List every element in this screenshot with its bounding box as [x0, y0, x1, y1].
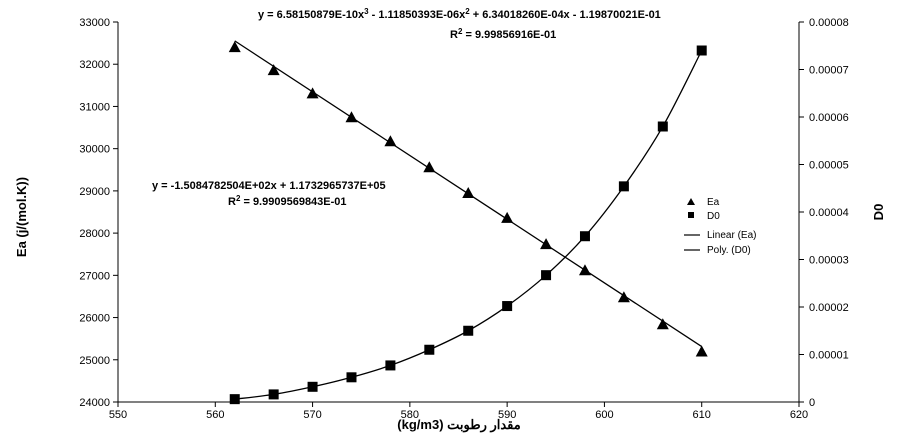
y-right-tick-label: 0.00007 [809, 65, 849, 77]
x-tick-label: 590 [498, 409, 516, 421]
d0-point [268, 389, 279, 400]
y-left-tick-label: 29000 [79, 186, 110, 198]
y-left-tick-label: 31000 [79, 101, 110, 113]
d0-point [541, 270, 552, 281]
x-tick-label: 610 [693, 409, 711, 421]
d0-point [463, 325, 474, 336]
d0-point [696, 45, 707, 56]
legend-label-ea: Ea [707, 197, 720, 208]
ea-point [306, 87, 319, 99]
x-tick-label: 550 [109, 409, 127, 421]
d0-point [618, 181, 629, 192]
x-tick-label: 600 [595, 409, 613, 421]
y-left-tick-label: 25000 [79, 355, 110, 367]
legend-square-icon [688, 212, 694, 218]
ea-point [656, 318, 669, 330]
y-left-tick-label: 24000 [79, 397, 110, 409]
y-right-tick-label: 0.00005 [809, 160, 849, 172]
y-axis-left-title: Ea (j/(mol.K)) [14, 177, 29, 257]
data-markers [228, 41, 708, 405]
ea-point [695, 345, 708, 357]
poly-r-squared: R2 = 9.99856916E-01 [450, 27, 556, 41]
y-right-tick-label: 0.00008 [809, 17, 849, 29]
ea-point [384, 135, 397, 147]
x-tick-label: 620 [790, 409, 808, 421]
y-left-tick-label: 28000 [79, 228, 110, 240]
trendlines [234, 40, 703, 400]
ea-point [540, 238, 553, 250]
x-tick-label: 580 [401, 409, 419, 421]
y-left-tick-label: 33000 [79, 17, 110, 29]
legend-triangle-icon [687, 198, 695, 205]
d0-point [229, 394, 240, 405]
y-right-tick-label: 0.00003 [809, 255, 849, 267]
trendline-poly-d0 [234, 50, 703, 400]
d0-point [657, 121, 668, 132]
ea-point [267, 64, 280, 76]
ea-point [345, 111, 358, 123]
ea-point [578, 264, 591, 276]
ea-point [501, 211, 514, 223]
d0-point [307, 381, 318, 392]
d0-point [579, 231, 590, 242]
y-axis-right-title: D0 [871, 204, 886, 221]
x-tick-label: 570 [303, 409, 321, 421]
legend-label-d0: D0 [707, 211, 720, 222]
legend-label-poly: Poly. (D0) [707, 245, 751, 256]
y-right-tick-label: 0.00002 [809, 302, 849, 314]
linear-r-squared: R2 = 9.9909569843E-01 [228, 194, 347, 208]
ea-point [617, 291, 630, 303]
poly-equation: y = 6.58150879E-10x3 - 1.11850393E-06x2 … [258, 7, 661, 21]
y-right-tick-label: 0.00006 [809, 112, 849, 124]
y-left-tick-label: 30000 [79, 144, 110, 156]
axis-ticks: 550 560 570 580 590 600 610 620 24000 25000 26000 2… [79, 17, 848, 421]
d0-point [502, 301, 513, 312]
ea-point [423, 161, 436, 173]
d0-point [385, 360, 396, 371]
linear-equation: y = -1.5084782504E+02x + 1.1732965737E+0… [152, 180, 386, 192]
d0-point [424, 344, 435, 355]
y-left-tick-label: 32000 [79, 59, 110, 71]
y-left-tick-label: 26000 [79, 313, 110, 325]
legend-label-linear: Linear (Ea) [707, 230, 756, 241]
y-right-tick-label: 0 [809, 397, 815, 409]
y-right-tick-label: 0.00004 [809, 207, 849, 219]
ea-point [228, 41, 241, 53]
y-left-tick-label: 27000 [79, 270, 110, 282]
x-tick-label: 560 [206, 409, 224, 421]
d0-point [346, 372, 357, 383]
legend: Ea D0 Linear (Ea) Poly. (D0) [684, 197, 756, 256]
x-axis-title: مقدار رطوبت (kg/m3) [397, 417, 520, 433]
ea-point [462, 187, 475, 198]
y-right-tick-label: 0.00001 [809, 350, 849, 362]
